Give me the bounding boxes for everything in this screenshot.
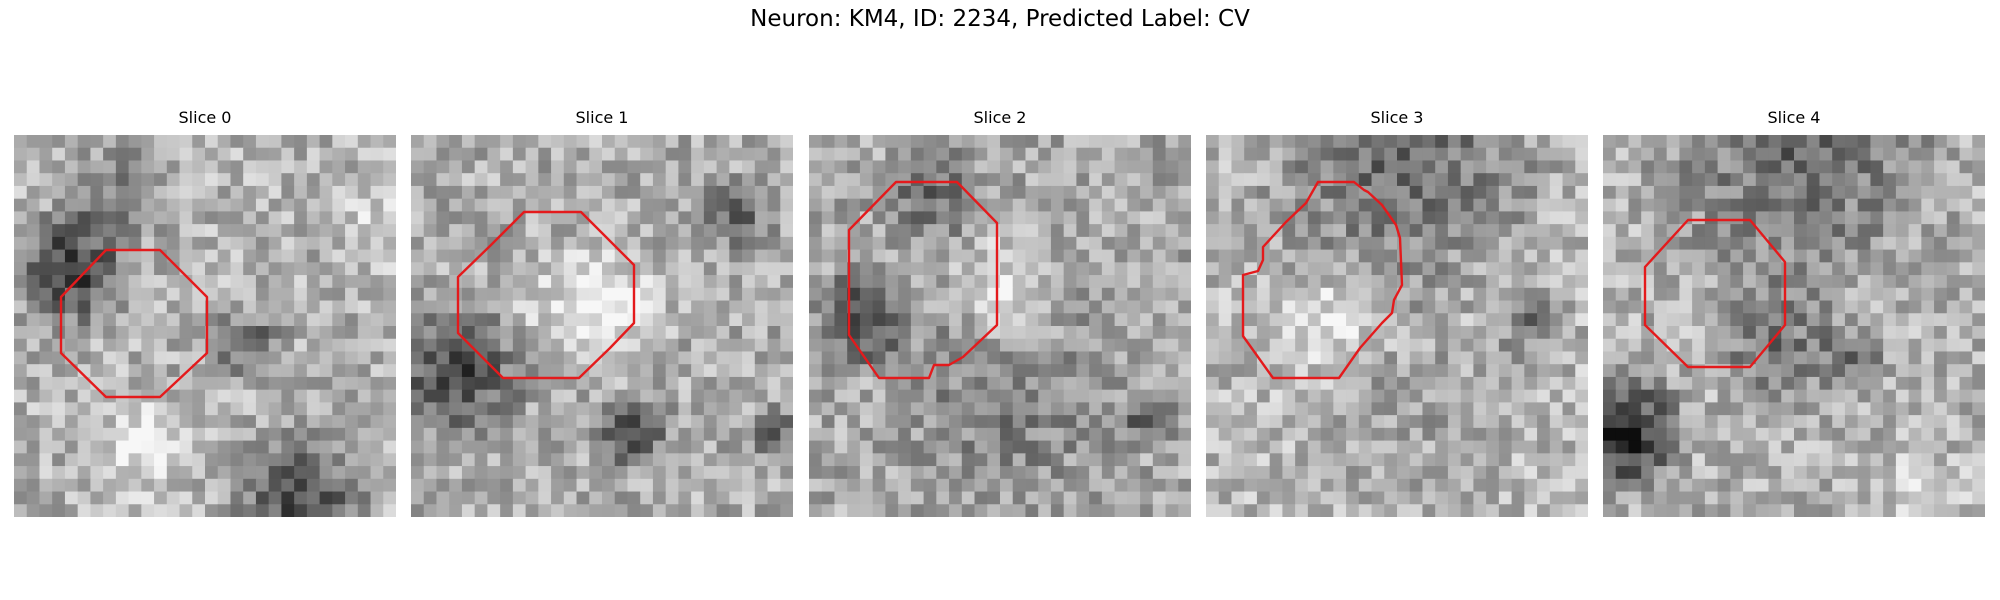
slice-panel-4: Slice 4 (1603, 105, 1985, 517)
slice-panel-2: Slice 2 (809, 105, 1191, 517)
slice-panel-3: Slice 3 (1206, 105, 1588, 517)
slice-panel-1: Slice 1 (411, 105, 793, 517)
contour-outline-1 (456, 210, 636, 380)
slice-title-1: Slice 1 (575, 108, 629, 127)
contour-outline-2 (847, 180, 999, 380)
slice-title-4: Slice 4 (1767, 108, 1821, 127)
slice-title-3: Slice 3 (1370, 108, 1424, 127)
slice-image-0 (14, 135, 396, 517)
contour-outline-4 (1643, 218, 1787, 369)
slice-title-0: Slice 0 (178, 108, 232, 127)
slice-title-2: Slice 2 (973, 108, 1027, 127)
slice-image-3 (1206, 135, 1588, 517)
slice-panel-0: Slice 0 (14, 105, 396, 517)
figure-title: Neuron: KM4, ID: 2234, Predicted Label: … (750, 6, 1250, 32)
slice-image-4 (1603, 135, 1985, 517)
slice-image-2 (809, 135, 1191, 517)
slice-image-1 (411, 135, 793, 517)
contour-outline-3 (1241, 180, 1404, 380)
contour-outline-0 (59, 248, 209, 399)
